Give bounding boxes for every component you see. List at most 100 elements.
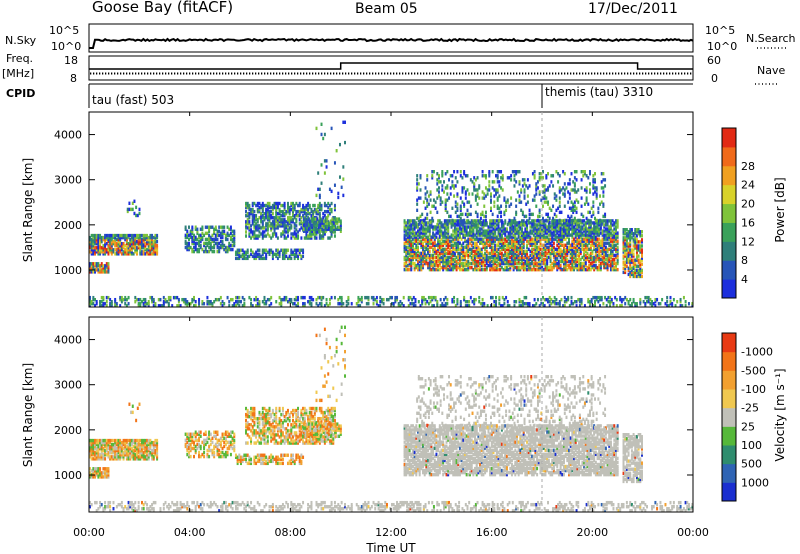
backscatter-cell — [403, 255, 406, 260]
backscatter-cell — [439, 297, 442, 302]
backscatter-cell — [466, 304, 469, 308]
backscatter-cell — [627, 252, 630, 256]
backscatter-cell — [416, 198, 419, 202]
backscatter-cell — [443, 233, 446, 237]
backscatter-cell — [539, 235, 542, 239]
backscatter-cell — [443, 257, 446, 262]
backscatter-cell — [104, 302, 107, 306]
backscatter-cell — [333, 221, 336, 225]
backscatter-cell — [107, 252, 110, 256]
backscatter-cell — [265, 214, 268, 218]
backscatter-cell — [438, 255, 441, 260]
backscatter-cell — [441, 200, 444, 204]
backscatter-cell — [542, 251, 545, 256]
backscatter-cell — [308, 205, 311, 210]
backscatter-cell — [149, 246, 152, 250]
backscatter-cell — [415, 265, 418, 270]
backscatter-cell — [331, 227, 334, 231]
backscatter-cell — [559, 239, 562, 243]
backscatter-cell — [573, 255, 576, 260]
backscatter-cell — [453, 235, 456, 239]
backscatter-cell — [559, 223, 562, 227]
backscatter-cell — [435, 225, 438, 229]
backscatter-cell — [283, 295, 286, 300]
backscatter-cell — [589, 237, 592, 241]
backscatter-cell — [629, 248, 632, 252]
backscatter-cell — [602, 204, 605, 208]
backscatter-cell — [568, 182, 571, 186]
backscatter-cell — [97, 235, 100, 240]
backscatter-cell — [423, 227, 426, 231]
backscatter-cell — [416, 186, 419, 190]
backscatter-cell — [494, 265, 497, 270]
backscatter-cell — [576, 227, 579, 231]
backscatter-cell — [374, 297, 377, 302]
backscatter-cell — [119, 248, 122, 252]
backscatter-cell — [470, 251, 473, 256]
backscatter-cell — [315, 211, 318, 216]
backscatter-cell — [589, 243, 592, 247]
backscatter-cell — [491, 170, 494, 174]
backscatter-cell — [442, 235, 445, 239]
backscatter-cell — [438, 227, 441, 231]
backscatter-cell — [542, 219, 545, 223]
backscatter-cell — [599, 261, 602, 266]
backscatter-cell — [100, 250, 103, 254]
backscatter-cell — [467, 231, 470, 235]
backscatter-cell — [442, 257, 445, 262]
backscatter-cell — [311, 229, 314, 233]
backscatter-cell — [534, 251, 537, 256]
backscatter-cell — [498, 210, 501, 215]
backscatter-cell — [110, 302, 113, 306]
backscatter-cell — [268, 248, 271, 252]
backscatter-cell — [536, 231, 539, 235]
backscatter-cell — [329, 227, 332, 231]
backscatter-cell — [568, 241, 570, 245]
backscatter-cell — [629, 260, 632, 264]
backscatter-cell — [520, 200, 523, 204]
backscatter-cell — [443, 221, 446, 225]
backscatter-cell — [532, 263, 535, 268]
backscatter-cell — [226, 245, 229, 250]
backscatter-cell — [142, 252, 145, 256]
backscatter-cell — [601, 257, 604, 262]
backscatter-cell — [624, 248, 627, 252]
backscatter-cell — [99, 300, 102, 304]
backscatter-cell — [490, 247, 493, 252]
backscatter-cell — [186, 302, 189, 306]
backscatter-cell — [632, 270, 635, 275]
backscatter-cell — [243, 252, 246, 257]
backscatter-cell — [601, 241, 604, 245]
backscatter-cell — [480, 259, 483, 264]
backscatter-cell — [446, 184, 449, 188]
backscatter-cell — [492, 253, 495, 258]
backscatter-cell — [527, 241, 530, 245]
backscatter-cell — [639, 266, 642, 270]
backscatter-cell — [480, 227, 483, 231]
backscatter-cell — [627, 260, 630, 264]
backscatter-cell — [549, 247, 552, 252]
backscatter-cell — [439, 202, 442, 206]
backscatter-cell — [534, 231, 537, 235]
backscatter-cell — [537, 257, 540, 262]
backscatter-cell — [564, 253, 567, 258]
backscatter-cell — [204, 237, 207, 242]
backscatter-cell — [442, 249, 445, 254]
backscatter-cell — [480, 253, 483, 258]
backscatter-cell — [502, 225, 505, 229]
backscatter-cell — [475, 249, 478, 254]
backscatter-cell — [563, 188, 566, 192]
backscatter-cell — [589, 253, 592, 258]
backscatter-cell — [589, 229, 592, 233]
backscatter-cell — [488, 188, 491, 192]
backscatter-cell — [194, 247, 197, 252]
backscatter-cell — [544, 251, 547, 256]
backscatter-cell — [438, 225, 441, 229]
backscatter-cell — [514, 235, 517, 239]
backscatter-cell — [229, 231, 232, 236]
backscatter-cell — [574, 249, 577, 254]
backscatter-cell — [595, 218, 598, 223]
backscatter-cell — [208, 302, 211, 306]
backscatter-cell — [495, 188, 497, 192]
backscatter-cell — [601, 251, 604, 256]
